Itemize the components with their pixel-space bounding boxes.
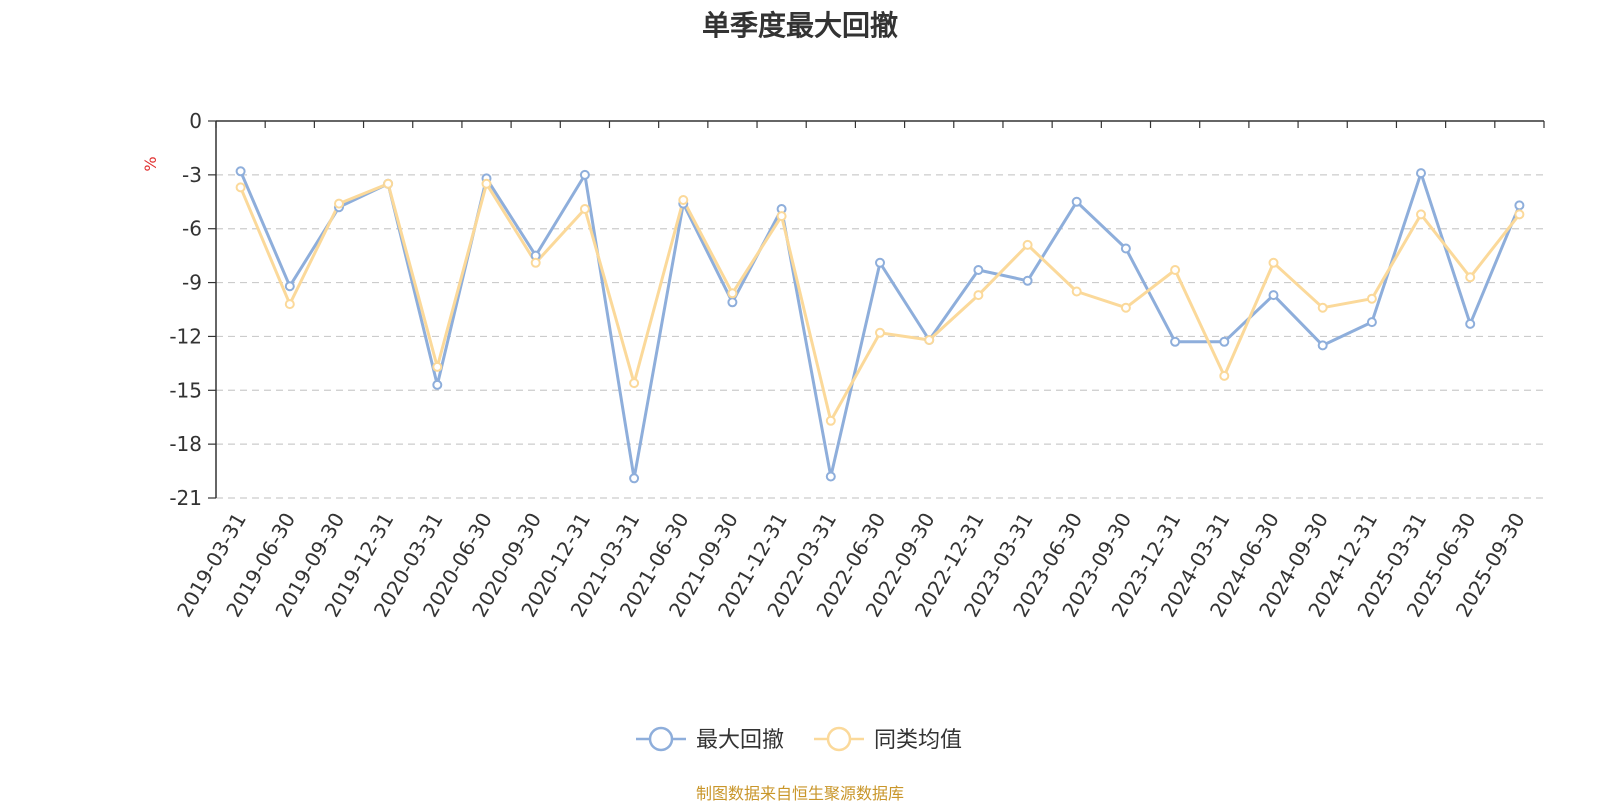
data-point-1 — [1268, 290, 1279, 301]
data-point-2 — [1514, 209, 1525, 220]
y-tick-label: -3 — [182, 163, 202, 187]
data-point-2 — [334, 198, 344, 209]
data-point-2 — [727, 288, 738, 299]
data-point-1 — [1170, 336, 1181, 347]
y-tick-label: -9 — [182, 271, 202, 295]
y-tick-label: -6 — [182, 217, 202, 241]
data-point-2 — [1317, 302, 1328, 313]
data-point-1 — [432, 379, 443, 390]
data-point-1 — [1071, 196, 1082, 207]
data-point-1 — [1317, 340, 1328, 351]
data-point-2 — [579, 204, 590, 214]
data-point-2 — [776, 211, 787, 222]
y-tick-label: 0 — [189, 109, 202, 133]
data-point-1 — [1022, 275, 1033, 286]
data-point-1 — [235, 166, 246, 177]
data-point-2 — [825, 415, 836, 426]
data-point-2 — [678, 195, 689, 205]
data-point-2 — [924, 335, 935, 345]
data-point-1 — [1465, 318, 1476, 329]
data-point-2 — [1268, 257, 1279, 268]
data-point-2 — [629, 378, 640, 389]
data-point-2 — [1120, 302, 1131, 313]
data-point-1 — [1366, 317, 1377, 328]
data-point-2 — [1366, 293, 1377, 304]
y-tick-label: -12 — [169, 324, 202, 348]
data-point-1 — [825, 471, 836, 482]
data-point-1 — [875, 257, 885, 268]
chart-title: 单季度最大回撤 — [701, 9, 898, 42]
data-point-2 — [481, 178, 492, 189]
data-point-2 — [1071, 286, 1082, 297]
data-point-2 — [1219, 370, 1230, 381]
data-point-2 — [1022, 239, 1033, 250]
data-point-1 — [579, 169, 590, 180]
y-tick-label: -21 — [169, 486, 202, 510]
data-point-1 — [727, 297, 738, 308]
data-point-1 — [1514, 200, 1525, 211]
data-point-2 — [973, 290, 984, 301]
data-point-1 — [284, 281, 295, 292]
data-point-2 — [1416, 209, 1426, 220]
data-point-2 — [383, 178, 394, 189]
data-point-1 — [1416, 168, 1426, 179]
series-layer — [235, 166, 1525, 484]
data-point-2 — [875, 327, 885, 338]
legend: 最大回撤 同类均值 — [636, 726, 962, 753]
source-note: 制图数据来自恒生聚源数据库 — [695, 784, 904, 803]
legend-marker-2 — [826, 726, 852, 752]
data-point-1 — [629, 473, 640, 484]
data-point-2 — [235, 182, 246, 193]
data-point-2 — [1465, 272, 1476, 283]
data-point-1 — [1219, 336, 1230, 347]
data-point-2 — [530, 257, 541, 268]
data-point-2 — [432, 361, 443, 372]
series-line-1 — [239, 170, 1521, 480]
legend-marker-1 — [648, 726, 674, 752]
data-point-1 — [1120, 243, 1131, 254]
grid-layer — [216, 174, 1544, 499]
data-point-2 — [284, 299, 295, 310]
data-point-2 — [1170, 265, 1181, 275]
legend-label-1: 最大回撤 — [696, 728, 784, 753]
y-tick-label: -15 — [169, 378, 202, 402]
legend-label-2: 同类均值 — [874, 728, 962, 753]
y-tick-label: -18 — [169, 432, 202, 456]
data-point-1 — [973, 265, 984, 275]
y-axis-unit: % — [141, 156, 160, 171]
